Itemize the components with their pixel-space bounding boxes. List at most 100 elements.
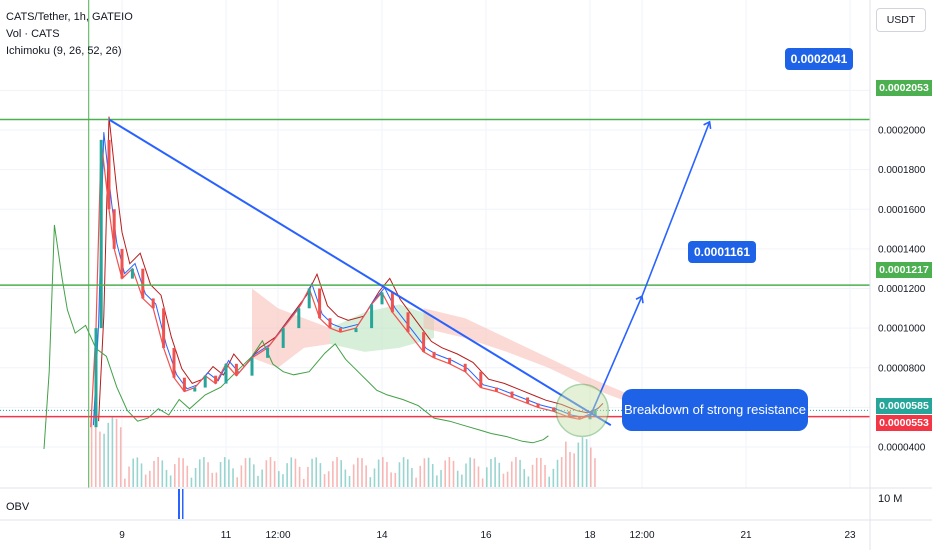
volume-bar (415, 477, 417, 487)
candle (354, 328, 358, 333)
volume-bar (203, 457, 205, 487)
volume-bar (99, 431, 101, 487)
volume-bar (236, 477, 238, 487)
breakdown-circle[interactable] (555, 383, 609, 438)
volume-bar (373, 468, 376, 487)
volume-bar (510, 461, 513, 487)
volume-bar (136, 457, 139, 487)
target-callout-high[interactable]: 0.0002041 (785, 48, 853, 70)
obv-mark (182, 489, 184, 519)
volume-bar (103, 433, 105, 487)
volume-bar (494, 457, 496, 487)
volume-bar (490, 458, 492, 487)
volume-bar (519, 459, 521, 487)
volume-bar (382, 457, 384, 487)
breakdown-highlight (555, 383, 609, 438)
candle (94, 328, 98, 428)
candle (318, 288, 322, 319)
price-series (90, 139, 597, 428)
volume-bar (119, 427, 122, 487)
price-tick-label: 0.0000800 (878, 363, 926, 374)
candle (203, 375, 207, 388)
volume-bar (436, 475, 438, 487)
volume-bar (128, 466, 130, 487)
volume-bar (198, 459, 201, 487)
time-tick-label: 18 (584, 530, 596, 541)
obv-mark (178, 489, 180, 519)
candle (494, 387, 498, 392)
candle (151, 298, 155, 309)
candle (338, 328, 342, 333)
volume-bar (344, 469, 347, 487)
horizontal-levels[interactable] (0, 0, 870, 488)
price-tick-label: 0.0001800 (878, 165, 926, 176)
volume-bar (515, 457, 517, 487)
time-tick-label: 12:00 (629, 530, 654, 541)
price-tick-label: 0.0000400 (878, 443, 926, 454)
volume-bar (348, 475, 351, 487)
volume-bar (290, 457, 293, 487)
volume-bar (431, 464, 434, 487)
volume-bar (90, 417, 93, 487)
annotation-callout[interactable]: Breakdown of strong resistance (622, 389, 808, 431)
ichimoku-conversion-line (92, 132, 599, 426)
volume-bar (248, 457, 251, 487)
volume-bar (573, 453, 575, 487)
volume-bar (124, 478, 126, 487)
candle (120, 248, 124, 279)
candle (390, 292, 394, 313)
candle (281, 328, 285, 348)
volume-bar (465, 463, 467, 487)
volume-bar (506, 471, 509, 487)
currency-selector[interactable]: USDT (876, 8, 926, 32)
candle (182, 377, 186, 392)
volume-bar (207, 462, 209, 487)
price-line (90, 139, 596, 428)
volume-bar (548, 476, 550, 487)
volume-bar (282, 474, 284, 487)
projection-segment (641, 121, 711, 297)
price-tick-label: 0.0002000 (878, 126, 926, 137)
candle (422, 332, 426, 352)
ichimoku-base-line (98, 116, 604, 422)
volume-bar (481, 478, 484, 487)
trendline[interactable] (108, 118, 612, 427)
volume-bars (90, 417, 596, 487)
volume-bar (540, 457, 542, 487)
candle (214, 375, 218, 384)
volume-bar (477, 466, 480, 487)
volume-bar (223, 457, 226, 487)
volume-bar (498, 462, 501, 487)
volume-bar (153, 460, 155, 487)
volume-bar (265, 460, 268, 487)
cloud-segment (423, 308, 632, 404)
candle (552, 407, 556, 412)
ichimoku-cloud (252, 288, 632, 404)
volume-bar (273, 461, 276, 487)
volume-bar (240, 465, 243, 487)
candle (99, 139, 103, 329)
volume-bar (394, 472, 397, 487)
legend-symbol: CATS/Tether, 1h, GATEIO (6, 11, 133, 23)
volume-bar (419, 465, 422, 487)
volume-bar (577, 442, 580, 487)
trendline-segment (108, 118, 612, 427)
target-callout-mid[interactable]: 0.0001161 (688, 241, 756, 263)
volume-bar (486, 467, 488, 487)
cloud-segment (252, 288, 330, 368)
volume-bar (261, 469, 263, 487)
candle (510, 391, 514, 398)
candle (234, 363, 238, 376)
projection-arrowhead (635, 295, 644, 304)
candle (578, 417, 582, 420)
volume-bar (94, 421, 97, 487)
volume-bar (149, 470, 151, 487)
volume-bar (157, 457, 159, 487)
candle (479, 371, 483, 388)
volume-bar (565, 441, 567, 487)
time-tick-label: 21 (740, 530, 752, 541)
volume-bar (107, 422, 110, 487)
projection-arrows[interactable] (589, 120, 712, 418)
projection-arrowhead (703, 120, 712, 129)
